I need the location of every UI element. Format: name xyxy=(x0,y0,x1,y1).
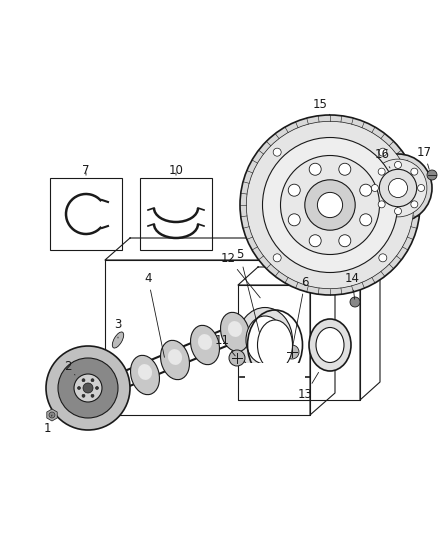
Text: 6: 6 xyxy=(293,276,309,348)
Circle shape xyxy=(389,179,407,198)
Circle shape xyxy=(379,169,417,207)
Circle shape xyxy=(285,345,299,359)
Text: 13: 13 xyxy=(297,373,318,401)
Circle shape xyxy=(273,148,281,156)
Circle shape xyxy=(364,154,432,222)
Circle shape xyxy=(360,184,372,196)
Circle shape xyxy=(91,379,94,382)
Text: 10: 10 xyxy=(169,164,184,176)
Circle shape xyxy=(379,148,387,156)
Ellipse shape xyxy=(160,341,190,379)
Text: 15: 15 xyxy=(313,99,330,115)
Circle shape xyxy=(246,122,414,289)
Circle shape xyxy=(379,254,387,262)
Text: 4: 4 xyxy=(144,271,164,357)
Circle shape xyxy=(229,350,245,366)
Text: 2: 2 xyxy=(64,360,75,375)
Circle shape xyxy=(78,386,81,390)
Circle shape xyxy=(305,180,355,230)
Text: 14: 14 xyxy=(345,271,360,299)
Circle shape xyxy=(395,161,402,168)
Bar xyxy=(245,363,305,388)
Ellipse shape xyxy=(316,327,344,362)
Circle shape xyxy=(288,214,300,226)
Text: 7: 7 xyxy=(82,164,90,176)
Text: 11: 11 xyxy=(215,334,235,356)
Ellipse shape xyxy=(220,312,250,352)
Circle shape xyxy=(360,214,372,226)
Text: 17: 17 xyxy=(417,146,431,169)
Circle shape xyxy=(46,346,130,430)
Circle shape xyxy=(288,184,300,196)
Bar xyxy=(140,178,212,250)
Text: 12: 12 xyxy=(220,252,260,298)
Circle shape xyxy=(240,115,420,295)
Ellipse shape xyxy=(198,334,212,350)
Ellipse shape xyxy=(112,332,124,348)
Circle shape xyxy=(58,358,118,418)
Ellipse shape xyxy=(309,319,351,371)
Circle shape xyxy=(273,254,281,262)
Circle shape xyxy=(74,374,102,402)
Circle shape xyxy=(378,168,385,175)
Ellipse shape xyxy=(246,316,284,364)
Circle shape xyxy=(280,156,379,254)
Bar xyxy=(50,178,122,250)
Ellipse shape xyxy=(237,308,293,373)
Circle shape xyxy=(82,394,85,397)
Ellipse shape xyxy=(228,321,242,337)
Circle shape xyxy=(339,235,351,247)
Ellipse shape xyxy=(138,364,152,380)
Circle shape xyxy=(395,208,402,215)
Circle shape xyxy=(49,412,55,418)
Circle shape xyxy=(83,383,93,393)
Ellipse shape xyxy=(191,325,219,365)
Ellipse shape xyxy=(131,356,159,394)
Circle shape xyxy=(350,297,360,307)
Text: 5: 5 xyxy=(237,248,259,332)
Circle shape xyxy=(318,192,343,217)
Ellipse shape xyxy=(168,349,182,365)
Text: 3: 3 xyxy=(114,319,122,338)
Circle shape xyxy=(339,163,351,175)
Circle shape xyxy=(417,184,424,191)
Circle shape xyxy=(371,184,378,191)
Circle shape xyxy=(411,168,418,175)
Circle shape xyxy=(427,170,437,180)
Circle shape xyxy=(91,394,94,397)
Circle shape xyxy=(82,379,85,382)
Text: 16: 16 xyxy=(374,149,390,168)
Circle shape xyxy=(411,201,418,208)
Circle shape xyxy=(309,235,321,247)
Circle shape xyxy=(378,201,385,208)
Circle shape xyxy=(369,159,427,217)
Circle shape xyxy=(309,163,321,175)
Text: 1: 1 xyxy=(43,415,52,434)
Circle shape xyxy=(95,386,99,390)
Ellipse shape xyxy=(258,320,293,370)
Circle shape xyxy=(262,138,398,272)
